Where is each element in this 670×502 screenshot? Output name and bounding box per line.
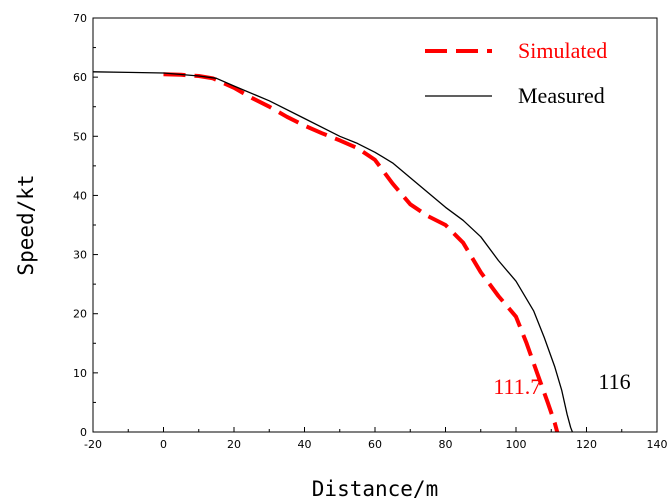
y-tick-label: 70 (73, 12, 87, 25)
y-tick-label: 30 (73, 249, 87, 262)
annotation-simulated-stop: 111.7 (493, 374, 541, 399)
x-axis-title: Distance/m (312, 477, 438, 501)
x-tick-label: 120 (576, 438, 597, 451)
x-tick-label: 80 (439, 438, 453, 451)
x-tick-label: 60 (368, 438, 382, 451)
series-line-simulated (163, 72, 560, 433)
legend-label-simulated: Simulated (518, 38, 607, 63)
y-tick-label: 20 (73, 308, 87, 321)
y-tick-label: 40 (73, 189, 87, 202)
legend: Simulated Measured (425, 38, 607, 108)
x-tick-label: 20 (227, 438, 241, 451)
plot-lines (92, 71, 574, 433)
annotation-measured-stop: 116 (598, 369, 630, 394)
plot-frame (92, 17, 658, 433)
series-line-measured (92, 71, 574, 433)
x-tick-label: 40 (298, 438, 312, 451)
y-tick-label: 50 (73, 130, 87, 143)
y-tick-label: 10 (73, 367, 87, 380)
y-axis-title: Speed/kt (14, 174, 38, 275)
y-tick-label: 0 (80, 426, 87, 439)
x-tick-label: 100 (506, 438, 527, 451)
x-tick-label: -20 (84, 438, 102, 451)
legend-label-measured: Measured (518, 83, 605, 108)
y-tick-label: 60 (73, 71, 87, 84)
x-tick-label: 140 (647, 438, 668, 451)
x-tick-label: 0 (160, 438, 167, 451)
